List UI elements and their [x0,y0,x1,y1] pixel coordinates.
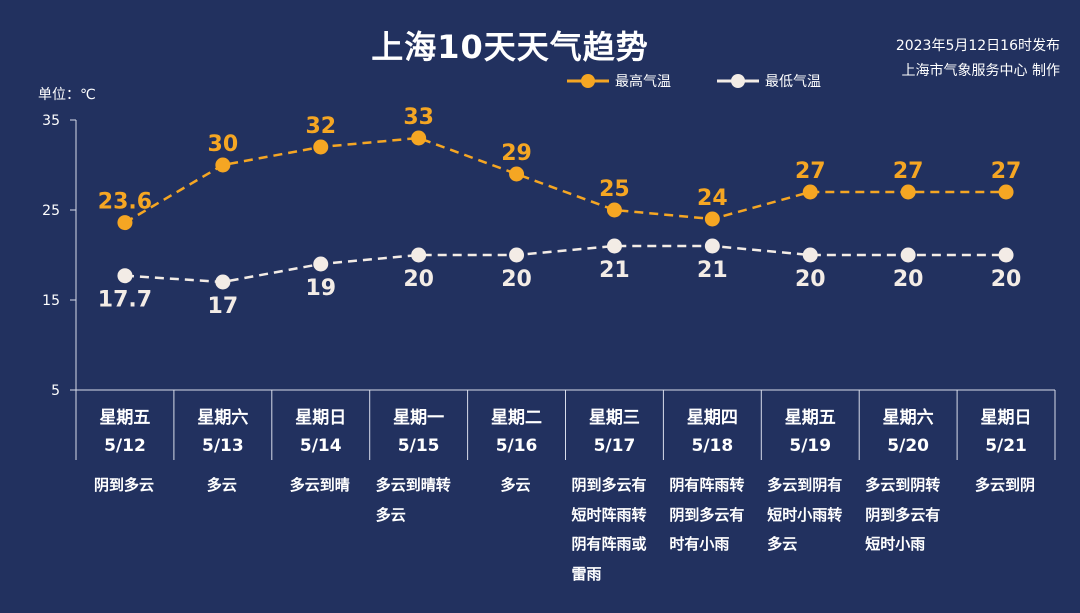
weekday-label: 星期五 [99,408,151,428]
date-label: 5/16 [495,436,538,456]
low-temp-point [802,247,818,263]
weekday-label: 星期二 [491,408,543,428]
date-label: 5/20 [887,436,929,456]
high-temp-line [124,136,1007,224]
low-temp-line [124,244,1007,284]
weekday-label: 星期四 [686,408,738,428]
y-tick-label: 15 [42,293,60,309]
legend-high-marker-icon [567,74,609,88]
day-column: 星期五 5/19 多云到阴有短时小雨转多云 [761,390,859,560]
high-temp-point [509,166,525,182]
weather-description: 多云到晴转多云 [375,476,451,524]
high-temp-point [998,184,1014,200]
date-label: 5/21 [985,436,1027,456]
low-temp-label: 17 [208,294,239,319]
high-temp-point [802,184,818,200]
day-column: 星期六 5/13 多云 [174,390,272,501]
low-temp-label: 20 [893,267,924,292]
low-temp-point [411,247,427,263]
unit-label: 单位：℃ [38,87,96,103]
day-column: 星期日 5/14 多云到晴 [272,390,370,501]
weather-description: 阴到多云 [93,476,154,494]
high-temp-label: 27 [795,159,826,184]
low-temp-point [704,238,720,254]
date-label: 5/19 [789,436,832,456]
day-column: 星期日 5/21 多云到阴 [957,390,1055,501]
chart-title: 上海10天天气趋势 [371,28,649,66]
low-temp-point [215,274,231,290]
high-temp-label: 30 [208,132,239,157]
high-temp-point [411,130,427,146]
high-temp-label: 33 [403,105,434,130]
date-label: 5/12 [104,436,146,456]
date-label: 5/15 [397,436,440,456]
date-label: 5/17 [593,436,636,456]
date-label: 5/18 [691,436,734,456]
high-temp-point [117,215,133,231]
weekday-label: 星期三 [588,408,640,428]
low-temp-point [117,268,133,284]
weather-description: 多云到晴 [289,476,350,494]
weekday-label: 星期六 [197,408,249,428]
weekday-label: 星期日 [980,408,1032,428]
high-temp-label: 27 [893,159,924,184]
high-temp-label: 32 [305,114,336,139]
publish-time: 2023年5月12日16时发布 [895,38,1060,54]
day-column: 星期五 5/12 阴到多云 [76,390,174,501]
weather-description: 多云到阴 [975,476,1036,494]
day-column: 星期二 5/16 多云 [468,390,566,501]
weather-description: 阴到多云有短时阵雨转阴有阵雨或雷雨 [571,476,647,583]
low-temp-label: 20 [501,267,532,292]
legend-high-label: 最高气温 [615,74,671,90]
day-column: 星期一 5/15 多云到晴转多云 [370,390,468,530]
legend-low-marker-icon [717,74,759,88]
weekday-label: 星期日 [295,408,347,428]
high-temp-point [704,211,720,227]
y-tick-label: 25 [42,203,60,219]
high-temp-label: 24 [697,186,728,211]
weekday-label: 星期一 [393,408,445,428]
weather-description: 多云到阴转阴到多云有短时小雨 [865,476,941,553]
high-temp-label: 23.6 [98,190,152,215]
low-temp-label: 19 [305,276,336,301]
low-temp-label: 20 [795,267,826,292]
high-temp-label: 25 [599,177,630,202]
high-temp-point [606,202,622,218]
weekday-label: 星期五 [784,408,836,428]
publisher: 上海市气象服务中心 制作 [901,63,1060,79]
low-temp-point [313,256,329,272]
publish-info: 2023年5月12日16时发布 上海市气象服务中心 制作 [896,34,1060,84]
y-tick-label: 35 [42,113,60,129]
day-column: 星期六 5/20 多云到阴转阴到多云有短时小雨 [859,390,957,560]
low-temp-label: 17.7 [98,288,152,313]
date-label: 5/14 [299,436,342,456]
low-temp-point [509,247,525,263]
low-temp-label: 21 [599,258,630,283]
low-temp-label: 21 [697,258,728,283]
low-temp-label: 20 [403,267,434,292]
high-temp-label: 29 [501,141,532,166]
high-temp-point [215,157,231,173]
day-column: 星期四 5/18 阴有阵雨转阴到多云有时有小雨 [663,390,761,560]
weather-description: 多云 [500,476,531,494]
high-temp-point [900,184,916,200]
legend-low-label: 最低气温 [765,74,821,90]
y-tick-label: 5 [51,383,60,399]
low-temp-point [900,247,916,263]
day-column: 星期三 5/17 阴到多云有短时阵雨转阴有阵雨或雷雨 [566,390,664,589]
weekday-label: 星期六 [882,408,934,428]
low-temp-point [606,238,622,254]
weather-description: 多云 [206,476,237,494]
low-temp-label: 20 [991,267,1022,292]
high-temp-label: 27 [991,159,1022,184]
low-temp-point [998,247,1014,263]
date-label: 5/13 [201,436,244,456]
high-temp-point [313,139,329,155]
weather-description: 阴有阵雨转阴到多云有时有小雨 [669,476,745,553]
weather-description: 多云到阴有短时小雨转多云 [767,476,843,553]
